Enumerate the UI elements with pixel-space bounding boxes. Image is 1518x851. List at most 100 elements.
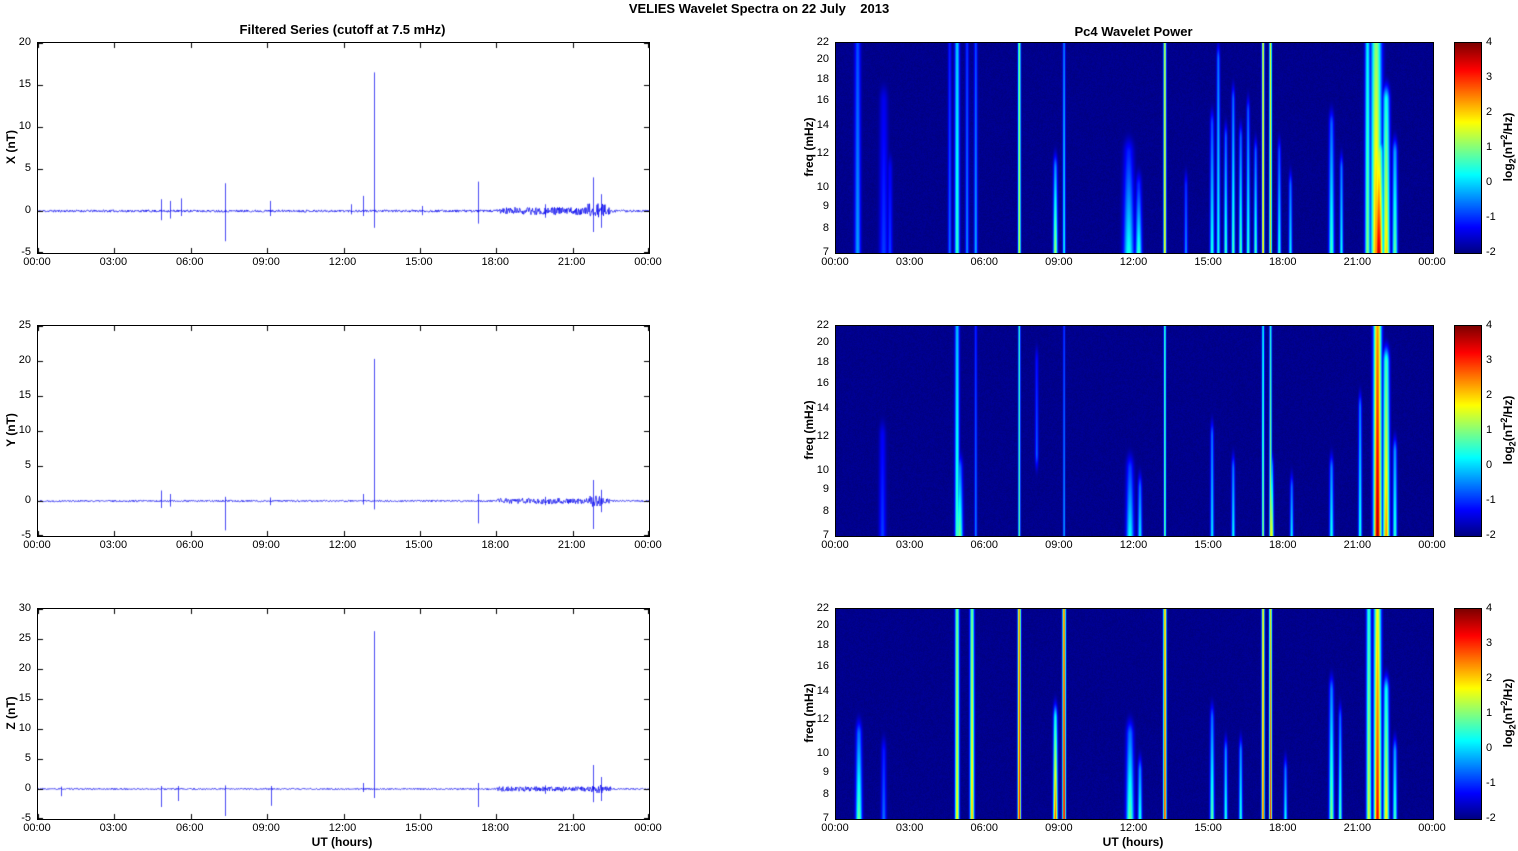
- x-tick-label: 21:00: [557, 256, 586, 268]
- x-tick-label: 21:00: [1343, 539, 1372, 551]
- colorbar-gradient-x: [1454, 42, 1482, 254]
- freq-tick-label: 22: [816, 602, 829, 614]
- y-tick-label: 10: [18, 424, 31, 436]
- y-tick-label: 30: [18, 602, 31, 614]
- colorbar-gradient-y: [1454, 325, 1482, 537]
- freq-tick-label: 8: [822, 504, 829, 517]
- x-tick-label: 12:00: [1119, 822, 1148, 834]
- y-axis-label-z: Z (nT): [4, 696, 18, 730]
- timeseries-panel-x: X (nT) 00:00 03:00 06:00 09:00 12:00 15:00 18:…: [4, 36, 662, 268]
- x-tick-label: 15:00: [1194, 822, 1222, 834]
- colorbar-tick-label: 2: [1486, 389, 1493, 401]
- colorbar-gradient-z: [1454, 608, 1482, 820]
- x-tick-label: 00:00: [23, 539, 51, 551]
- colorbar-tick-label: 3: [1486, 354, 1493, 366]
- colorbar-tick-label: 4: [1486, 602, 1493, 614]
- x-tick-label: 00:00: [821, 539, 849, 551]
- freq-tick-label: 16: [816, 377, 829, 390]
- freq-tick-label: 9: [822, 199, 829, 212]
- x-tick-label: 18:00: [481, 822, 510, 834]
- freq-tick-label: 10: [816, 746, 829, 759]
- spectrogram-panel-z: freq (mHz) 00:00 03:00 06:00 09:00 12:00 15:0…: [802, 602, 1446, 834]
- x-tick-label: 09:00: [252, 822, 280, 834]
- colorbar-tick-label: 2: [1486, 106, 1493, 118]
- spectrogram-panel-x: freq (mHz) 00:00 03:00 06:00 09:00 12:00 15:0…: [802, 36, 1446, 268]
- freq-tick-label: 20: [816, 336, 829, 349]
- freq-tick-label: 14: [816, 401, 829, 414]
- freq-tick-label: 9: [822, 482, 829, 495]
- x-tick-label: 00:00: [1418, 539, 1446, 551]
- freq-tick-label: 12: [816, 430, 829, 443]
- y-tick-label: 0: [24, 204, 31, 216]
- x-tick-label: 09:00: [1045, 822, 1073, 834]
- colorbar-tick-label: -2: [1486, 529, 1496, 541]
- x-tick-label: 09:00: [252, 256, 280, 268]
- x-tick-label: 03:00: [895, 256, 924, 268]
- right-x-axis-label: UT (hours): [1102, 835, 1164, 849]
- y-tick-label: 15: [18, 692, 31, 704]
- x-tick-label: 15:00: [405, 539, 433, 551]
- freq-tick-label: 8: [822, 787, 829, 800]
- x-tick-label: 21:00: [1343, 822, 1372, 834]
- x-tick-label: 06:00: [970, 539, 999, 551]
- freq-tick-label: 16: [816, 660, 829, 673]
- x-tick-label: 03:00: [895, 539, 924, 551]
- y-tick-label: -5: [21, 246, 31, 258]
- timeseries-panel-y: Y (nT) 00:00 03:00 06:00 09:00 12:00 15:00 18:…: [4, 319, 662, 551]
- freq-tick-label: 18: [816, 72, 829, 85]
- x-tick-label: 21:00: [557, 539, 586, 551]
- freq-axis-label-y: freq (mHz): [802, 400, 816, 460]
- x-tick-label: 15:00: [405, 256, 433, 268]
- x-tick-label: 00:00: [634, 539, 662, 551]
- y-tick-label: 20: [18, 36, 31, 48]
- x-tick-label: 06:00: [175, 539, 204, 551]
- freq-tick-label: 7: [822, 529, 829, 541]
- y-axis-label-x: X (nT): [4, 130, 18, 164]
- x-tick-label: 18:00: [1268, 822, 1297, 834]
- colorbar-z: log2(nT2/Hz) 4 3 2 1 0 -1 -2: [1454, 602, 1517, 824]
- colorbar-tick-label: 3: [1486, 637, 1493, 649]
- colorbar-label-y: log2(nT2/Hz): [1499, 395, 1518, 465]
- timeseries-plot-y: [37, 325, 650, 537]
- y-tick-label: 10: [18, 722, 31, 734]
- colorbar-tick-label: 2: [1486, 672, 1493, 684]
- y-tick-label: -5: [21, 812, 31, 824]
- colorbar-tick-label: -1: [1486, 494, 1496, 506]
- y-axis-label-y: Y (nT): [4, 413, 18, 447]
- freq-tick-label: 14: [816, 118, 829, 131]
- figure-title: VELIES Wavelet Spectra on 22 July 2013: [628, 1, 890, 16]
- x-tick-label: 09:00: [252, 539, 280, 551]
- x-tick-label: 12:00: [328, 822, 357, 834]
- colorbar-tick-label: -1: [1486, 211, 1496, 223]
- freq-tick-label: 12: [816, 147, 829, 160]
- spectrogram-plot-y: [835, 325, 1434, 537]
- freq-tick-label: 22: [816, 319, 829, 331]
- freq-tick-label: 7: [822, 246, 829, 258]
- x-tick-label: 06:00: [970, 822, 999, 834]
- x-tick-label: 21:00: [557, 822, 586, 834]
- spectrogram-plot-z: [835, 608, 1434, 820]
- x-tick-label: 00:00: [1418, 256, 1446, 268]
- wavelet-power-title: Pc4 Wavelet Power: [1074, 24, 1193, 39]
- colorbar-tick-label: -1: [1486, 777, 1496, 789]
- freq-tick-label: 10: [816, 180, 829, 193]
- x-tick-label: 06:00: [175, 822, 204, 834]
- left-x-axis-label: UT (hours): [311, 835, 373, 849]
- x-tick-label: 00:00: [634, 256, 662, 268]
- colorbar-tick-label: 1: [1486, 424, 1493, 436]
- colorbar-tick-label: 3: [1486, 71, 1493, 83]
- colorbar-tick-label: 0: [1486, 459, 1493, 471]
- spectrogram-panel-y: freq (mHz) 00:00 03:00 06:00 09:00 12:00 15:0…: [802, 319, 1446, 551]
- x-tick-label: 03:00: [895, 822, 924, 834]
- colorbar-tick-label: -2: [1486, 812, 1496, 824]
- x-tick-label: 06:00: [970, 256, 999, 268]
- colorbar-tick-label: 0: [1486, 176, 1493, 188]
- freq-tick-label: 7: [822, 812, 829, 824]
- x-tick-label: 12:00: [328, 256, 357, 268]
- x-tick-label: 21:00: [1343, 256, 1372, 268]
- timeseries-panel-z: Z (nT) 00:00 03:00 06:00 09:00 12:00 15:00 18:…: [4, 602, 662, 834]
- colorbar-tick-label: 1: [1486, 141, 1493, 153]
- colorbar-label-z: log2(nT2/Hz): [1499, 678, 1518, 748]
- x-tick-label: 03:00: [99, 256, 128, 268]
